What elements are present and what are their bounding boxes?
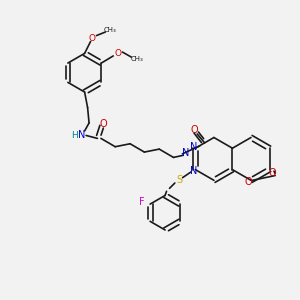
- Text: O: O: [88, 34, 95, 43]
- Text: O: O: [190, 125, 198, 135]
- Text: O: O: [100, 118, 107, 128]
- Text: S: S: [176, 175, 182, 185]
- Text: N: N: [190, 166, 198, 176]
- Text: O: O: [114, 49, 121, 58]
- Text: CH₃: CH₃: [104, 27, 117, 33]
- Text: O: O: [244, 177, 252, 187]
- Text: N: N: [78, 130, 85, 140]
- Text: O: O: [269, 168, 276, 178]
- Text: CH₃: CH₃: [130, 56, 143, 62]
- Text: F: F: [139, 197, 145, 207]
- Text: H: H: [71, 131, 78, 140]
- Text: N: N: [182, 148, 190, 158]
- Text: N: N: [190, 142, 198, 152]
